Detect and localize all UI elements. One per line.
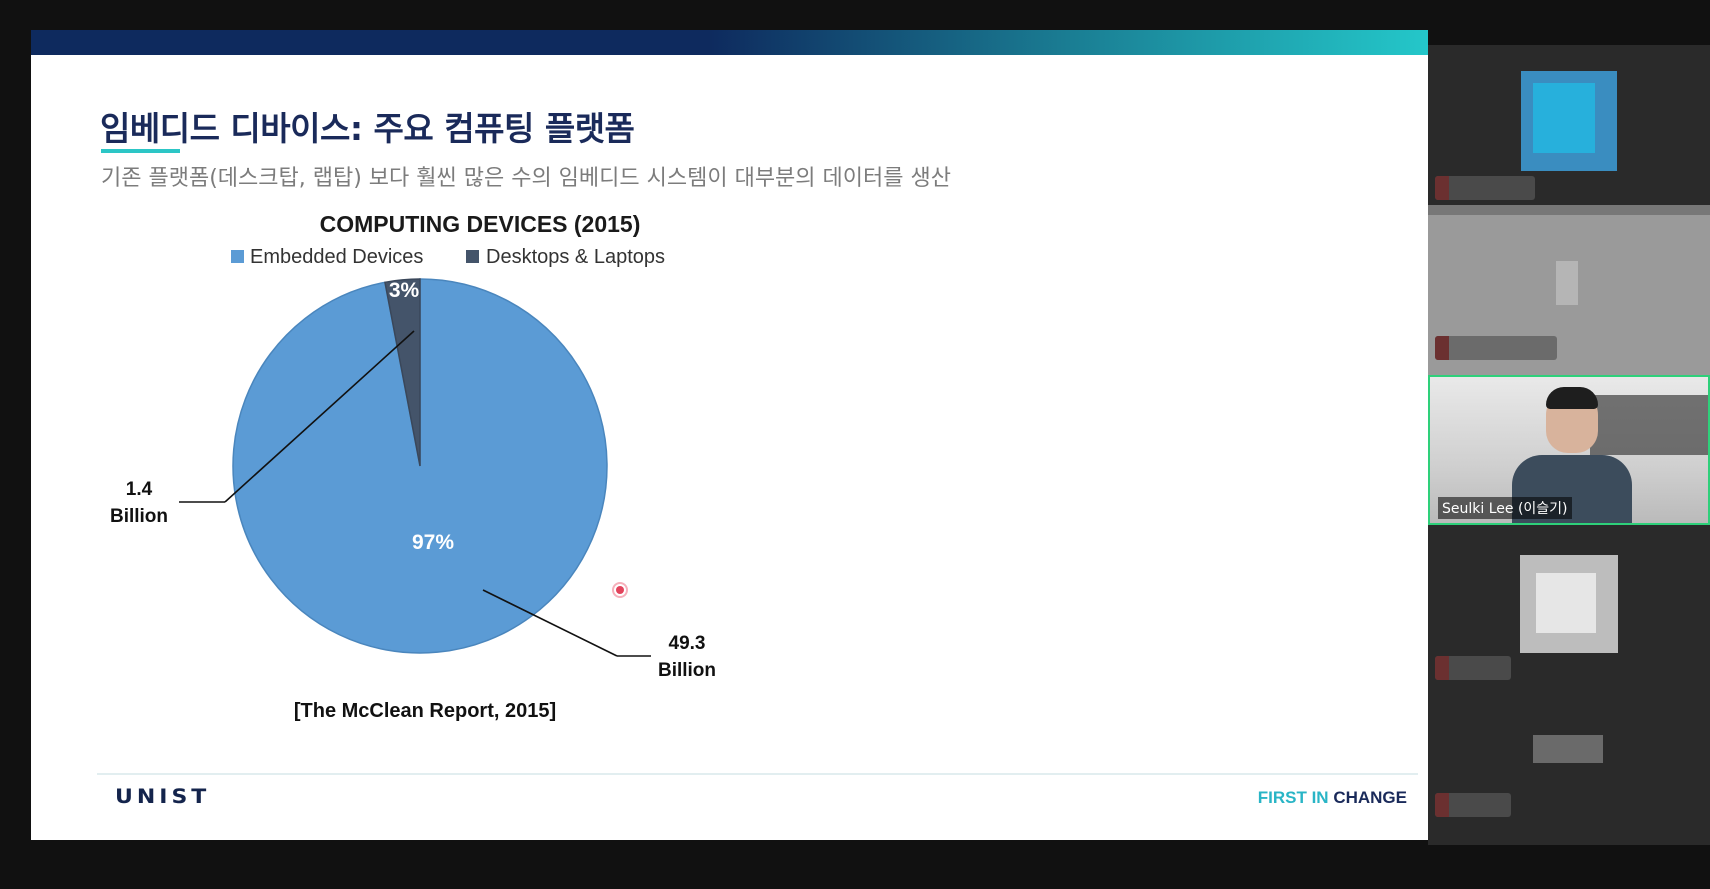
participant-tile[interactable] [1428, 525, 1710, 685]
slide-subtitle: 기존 플랫폼(데스크탑, 랩탑) 보다 훨씬 많은 수의 임베디드 시스템이 대… [101, 166, 951, 191]
tagline-first-in: FIRST IN [1257, 788, 1329, 807]
first-in-change-tagline: FIRST IN CHANGE [1258, 788, 1407, 808]
participant-name-blurred [1435, 656, 1511, 680]
video-strip [1428, 205, 1710, 215]
avatar [1556, 261, 1578, 305]
avatar-detail [1536, 573, 1596, 633]
legend-swatch-embedded [231, 250, 244, 263]
annotation-embedded-unit: Billion [658, 660, 716, 681]
active-speaker-tile[interactable]: Seulki Lee (이슬기) [1428, 375, 1710, 525]
participant-name-blurred [1435, 176, 1535, 200]
laser-pointer-ring [612, 582, 628, 598]
participant-tile[interactable] [1428, 45, 1710, 205]
unist-logo: UNIST [115, 786, 211, 809]
participant-tile[interactable] [1428, 205, 1710, 375]
participants-panel: Seulki Lee (이슬기) [1428, 45, 1710, 845]
avatar [1533, 735, 1603, 763]
participant-tile[interactable] [1428, 685, 1710, 845]
participant-name-blurred [1435, 793, 1511, 817]
legend-label-embedded: Embedded Devices [250, 246, 423, 268]
tagline-change: CHANGE [1333, 788, 1407, 807]
speaker-hair [1546, 387, 1598, 409]
leader-line-embedded [482, 589, 618, 657]
participant-name-blurred [1435, 336, 1557, 360]
background-shelf [1590, 395, 1708, 455]
legend-label-desktops: Desktops & Laptops [486, 246, 665, 268]
pie-label-desktops: 3% [389, 279, 420, 302]
speaker-name-label: Seulki Lee (이슬기) [1438, 497, 1572, 519]
chart-title: COMPUTING DEVICES (2015) [320, 211, 641, 237]
pie-chart: COMPUTING DEVICES (2015) Embedded Device… [110, 211, 716, 722]
avatar-detail [1533, 83, 1595, 153]
annotation-desktops-unit: Billion [110, 506, 168, 527]
footer-divider [97, 773, 1418, 775]
annotation-desktops-value: 1.4 [126, 479, 153, 500]
legend-swatch-desktops [466, 250, 479, 263]
leader-line-desktops [224, 330, 415, 503]
pie-label-embedded: 97% [412, 531, 454, 554]
slide-title: 임베디드 디바이스: 주요 컴퓨팅 플랫폼 [100, 109, 635, 148]
chart-source: [The McClean Report, 2015] [294, 700, 556, 722]
laser-pointer-dot [616, 586, 624, 594]
presentation-slide: 임베디드 디바이스: 주요 컴퓨팅 플랫폼 기존 플랫폼(데스크탑, 랩탑) 보… [31, 30, 1428, 840]
pie-slice-desktops [384, 278, 421, 467]
title-underline [101, 149, 180, 153]
annotation-embedded-value: 49.3 [669, 633, 706, 654]
slide-header-bar [31, 30, 1428, 55]
